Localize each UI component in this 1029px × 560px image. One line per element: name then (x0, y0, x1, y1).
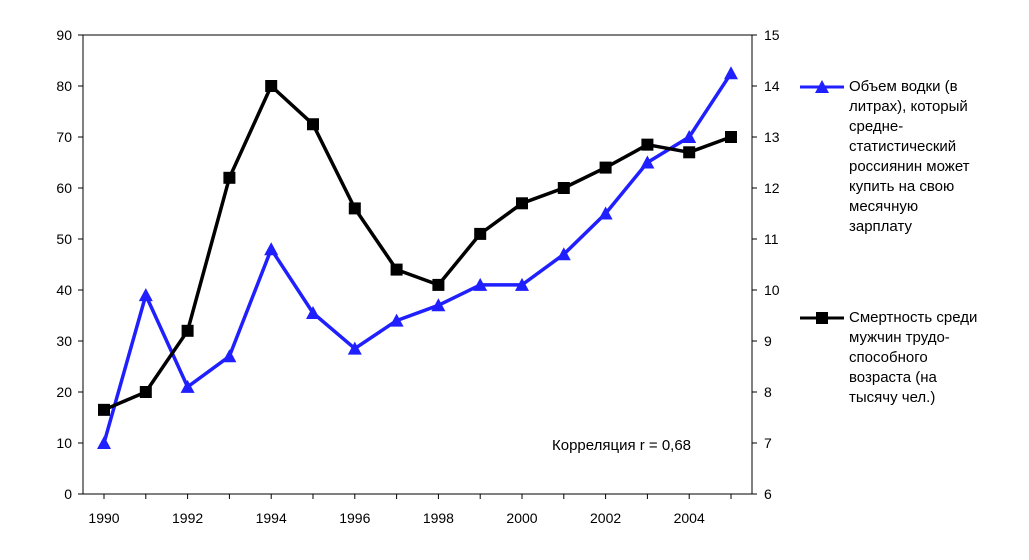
point-vodka (640, 155, 655, 169)
point-vodka (556, 247, 571, 261)
point-mortality (390, 263, 403, 276)
point-mortality (557, 182, 570, 194)
legend-line: Объем водки (в (849, 78, 958, 95)
point-vodka (682, 130, 697, 143)
point-mortality (139, 386, 152, 398)
y-left-tick-label: 50 (56, 231, 72, 247)
y-left-tick-label: 20 (56, 384, 72, 400)
point-mortality (432, 278, 445, 291)
legend-line: тысячу чел.) (849, 389, 936, 406)
correlation-annotation: Корреляция r = 0,68 (552, 437, 692, 454)
plot-area-frame (82, 34, 753, 495)
x-tick-label: 1994 (256, 510, 287, 526)
y-left-tick-label: 80 (56, 78, 72, 94)
point-vodka (515, 277, 529, 291)
point-mortality (599, 161, 612, 174)
x-tick-label: 2002 (590, 510, 621, 526)
legend-line: мужчин трудо- (849, 329, 950, 346)
point-vodka (389, 313, 404, 327)
y-right-tick-label: 13 (764, 129, 780, 145)
y-right-tick-label: 7 (764, 435, 772, 451)
series-line-vodka (102, 72, 733, 444)
x-tick-label: 2004 (674, 510, 705, 526)
point-vodka (306, 305, 320, 319)
x-tick-label: 1992 (172, 510, 203, 526)
x-tick-label: 1996 (339, 510, 370, 526)
legend-label-vodka: Объем водки (в литрах), который средне-ста… (849, 77, 1019, 237)
x-tick-label: 2000 (506, 510, 537, 526)
x-tick-label: 1990 (88, 510, 119, 526)
legend-line: Смертность среди (849, 309, 978, 326)
y-right-tick-label: 6 (764, 486, 772, 502)
legend-label-mortality: Смертность среди мужчин трудо-способного в… (849, 308, 1019, 408)
y-right-tick-label: 9 (764, 333, 772, 349)
point-vodka (222, 349, 237, 363)
point-mortality (98, 403, 110, 416)
point-mortality (265, 80, 278, 92)
point-mortality (641, 138, 654, 151)
legend-swatch-mortality (800, 312, 844, 324)
series-line-mortality (103, 84, 732, 412)
point-vodka (264, 242, 279, 256)
chart-series-layer (97, 66, 738, 449)
y-right-tick-label: 11 (764, 231, 779, 247)
legend-line: россиянин может (849, 158, 970, 175)
point-vodka (180, 379, 195, 393)
point-vodka (97, 436, 111, 449)
point-vodka (347, 341, 362, 355)
point-mortality (307, 118, 319, 131)
point-vodka (724, 66, 738, 80)
legend-swatch-vodka (800, 80, 844, 93)
legend-line: статистический (849, 138, 957, 155)
y-left-tick-label: 60 (56, 180, 72, 196)
y-left-tick-label: 0 (64, 486, 72, 502)
point-vodka (431, 298, 446, 312)
y-left-tick-label: 10 (56, 435, 72, 451)
point-mortality (683, 146, 696, 159)
legend-line: способного (849, 349, 928, 366)
legend-line: месячную (849, 198, 919, 215)
chart-axes: 0 10 20 30 40 50 60 70 80 90 6 7 8 9 10 11 12 13 14 15 1990 1… (56, 27, 779, 526)
legend-line: возраста (на (849, 369, 937, 386)
y-left-tick-label: 90 (56, 27, 72, 43)
legend-line: литрах), который (849, 98, 968, 115)
point-mortality (181, 324, 194, 337)
point-mortality (474, 227, 487, 240)
y-right-tick-label: 10 (764, 282, 780, 298)
point-mortality (725, 131, 737, 143)
y-right-tick-label: 12 (764, 180, 780, 196)
legend-line: зарплату (849, 218, 912, 235)
x-tick-label: 1998 (423, 510, 454, 526)
point-vodka (598, 206, 613, 220)
point-mortality (223, 171, 236, 184)
point-mortality (348, 202, 361, 215)
point-vodka (473, 277, 488, 291)
y-left-tick-label: 70 (56, 129, 72, 145)
point-mortality (516, 197, 528, 210)
legend-line: средне- (849, 118, 904, 135)
y-right-tick-label: 15 (764, 27, 780, 43)
y-right-tick-label: 8 (764, 384, 772, 400)
point-vodka (138, 288, 153, 302)
legend-line: купить на свою (849, 178, 955, 195)
y-left-tick-label: 30 (56, 333, 72, 349)
y-right-tick-label: 14 (764, 78, 780, 94)
y-left-tick-label: 40 (56, 282, 72, 298)
